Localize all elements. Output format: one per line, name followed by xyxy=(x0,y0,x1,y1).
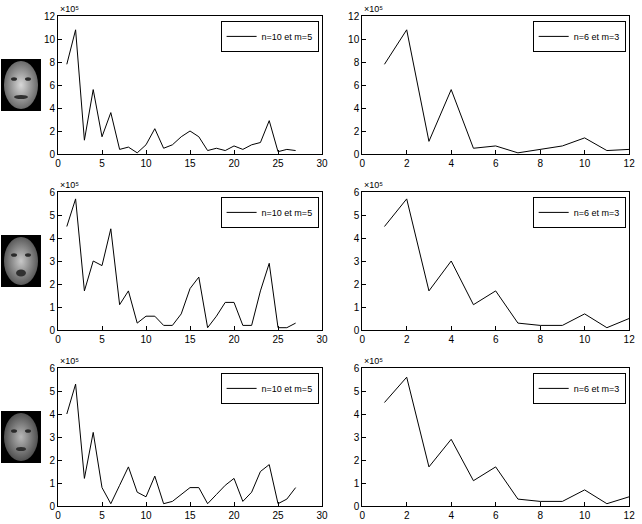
svg-text:n=10 et m=5: n=10 et m=5 xyxy=(262,208,313,218)
svg-text:12: 12 xyxy=(624,510,636,521)
svg-text:2: 2 xyxy=(354,455,360,466)
svg-text:25: 25 xyxy=(272,510,284,521)
svg-text:1: 1 xyxy=(354,478,360,489)
svg-text:30: 30 xyxy=(316,510,328,521)
svg-text:20: 20 xyxy=(228,158,240,169)
svg-text:6: 6 xyxy=(493,510,499,521)
svg-text:2: 2 xyxy=(354,279,360,290)
svg-text:12: 12 xyxy=(624,158,636,169)
svg-text:12: 12 xyxy=(624,334,636,345)
svg-text:6: 6 xyxy=(49,80,55,91)
svg-text:30: 30 xyxy=(316,334,328,345)
svg-text:0: 0 xyxy=(359,334,365,345)
svg-text:10: 10 xyxy=(140,510,152,521)
svg-text:6: 6 xyxy=(493,334,499,345)
svg-text:10: 10 xyxy=(140,158,152,169)
svg-text:3: 3 xyxy=(354,432,360,443)
svg-text:1: 1 xyxy=(49,478,55,489)
svg-text:12: 12 xyxy=(348,11,360,22)
svg-text:1: 1 xyxy=(354,302,360,313)
svg-text:4: 4 xyxy=(49,409,55,420)
svg-text:0: 0 xyxy=(55,334,61,345)
svg-text:6: 6 xyxy=(493,158,499,169)
svg-text:4: 4 xyxy=(354,233,360,244)
svg-text:4: 4 xyxy=(354,103,360,114)
svg-text:×10⁵: ×10⁵ xyxy=(60,180,79,190)
svg-text:5: 5 xyxy=(99,510,105,521)
svg-text:5: 5 xyxy=(99,158,105,169)
svg-text:4: 4 xyxy=(448,334,454,345)
svg-text:n=10 et m=5: n=10 et m=5 xyxy=(262,384,313,394)
svg-text:2: 2 xyxy=(49,455,55,466)
svg-text:0: 0 xyxy=(359,510,365,521)
svg-text:1: 1 xyxy=(49,302,55,313)
svg-text:8: 8 xyxy=(49,57,55,68)
svg-text:0: 0 xyxy=(359,158,365,169)
svg-text:8: 8 xyxy=(537,510,543,521)
svg-text:0: 0 xyxy=(354,149,360,160)
svg-text:2: 2 xyxy=(404,158,410,169)
svg-text:15: 15 xyxy=(184,334,196,345)
svg-text:30: 30 xyxy=(316,158,328,169)
svg-text:0: 0 xyxy=(49,501,55,512)
svg-text:4: 4 xyxy=(49,233,55,244)
svg-text:4: 4 xyxy=(448,158,454,169)
svg-text:5: 5 xyxy=(354,210,360,221)
svg-text:6: 6 xyxy=(354,80,360,91)
svg-text:×10⁵: ×10⁵ xyxy=(60,4,79,14)
svg-text:0: 0 xyxy=(49,149,55,160)
svg-text:5: 5 xyxy=(354,386,360,397)
svg-text:3: 3 xyxy=(49,256,55,267)
svg-text:2: 2 xyxy=(49,126,55,137)
svg-text:15: 15 xyxy=(184,158,196,169)
svg-text:20: 20 xyxy=(228,334,240,345)
svg-text:×10⁵: ×10⁵ xyxy=(60,356,79,366)
svg-text:4: 4 xyxy=(448,510,454,521)
svg-text:10: 10 xyxy=(348,34,360,45)
svg-text:0: 0 xyxy=(354,501,360,512)
svg-text:×10⁵: ×10⁵ xyxy=(364,180,383,190)
svg-text:10: 10 xyxy=(44,34,56,45)
svg-text:2: 2 xyxy=(404,334,410,345)
svg-text:0: 0 xyxy=(49,325,55,336)
svg-text:6: 6 xyxy=(354,363,360,374)
svg-text:2: 2 xyxy=(404,510,410,521)
svg-text:n=10 et m=5: n=10 et m=5 xyxy=(262,32,313,42)
svg-text:3: 3 xyxy=(354,256,360,267)
svg-text:15: 15 xyxy=(184,510,196,521)
svg-text:8: 8 xyxy=(354,57,360,68)
svg-text:2: 2 xyxy=(354,126,360,137)
svg-text:5: 5 xyxy=(49,386,55,397)
svg-text:0: 0 xyxy=(55,510,61,521)
svg-text:10: 10 xyxy=(579,334,591,345)
svg-text:10: 10 xyxy=(579,510,591,521)
svg-text:n=6 et m=3: n=6 et m=3 xyxy=(574,208,620,218)
svg-text:5: 5 xyxy=(99,334,105,345)
svg-text:6: 6 xyxy=(49,363,55,374)
svg-text:8: 8 xyxy=(537,158,543,169)
svg-text:5: 5 xyxy=(49,210,55,221)
svg-text:25: 25 xyxy=(272,334,284,345)
svg-text:4: 4 xyxy=(49,103,55,114)
svg-text:0: 0 xyxy=(55,158,61,169)
svg-text:12: 12 xyxy=(44,11,56,22)
svg-text:6: 6 xyxy=(354,187,360,198)
svg-text:6: 6 xyxy=(49,187,55,198)
svg-text:10: 10 xyxy=(579,158,591,169)
svg-text:×10⁵: ×10⁵ xyxy=(364,4,383,14)
svg-text:4: 4 xyxy=(354,409,360,420)
svg-text:×10⁵: ×10⁵ xyxy=(364,356,383,366)
svg-text:n=6 et m=3: n=6 et m=3 xyxy=(574,32,620,42)
svg-text:n=6 et m=3: n=6 et m=3 xyxy=(574,384,620,394)
svg-text:10: 10 xyxy=(140,334,152,345)
svg-text:2: 2 xyxy=(49,279,55,290)
svg-text:20: 20 xyxy=(228,510,240,521)
svg-text:3: 3 xyxy=(49,432,55,443)
svg-text:0: 0 xyxy=(354,325,360,336)
svg-text:8: 8 xyxy=(537,334,543,345)
svg-text:25: 25 xyxy=(272,158,284,169)
